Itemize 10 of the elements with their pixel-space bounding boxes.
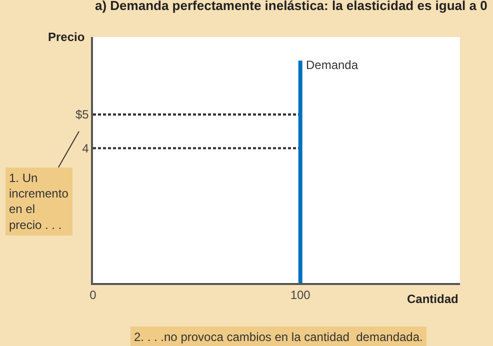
series-label: Demanda — [306, 58, 358, 72]
x-tick-label: 100 — [290, 288, 311, 302]
x-axis-title: Cantidad — [407, 292, 458, 306]
y-tick-label: 4 — [82, 141, 90, 156]
x-tick-label: 0 — [90, 288, 97, 302]
chart-title: a) Demanda perfectamente inelástica: la elasticidad es igual a 0 — [95, 0, 488, 13]
text: 1. Un incremento en el precio . . . — [9, 171, 69, 232]
text: 2. . . .no provoca cambios en la cantidad demandada. — [134, 330, 423, 344]
y-tick-label: $5 — [75, 108, 90, 122]
y-axis-title: Precio — [48, 30, 85, 44]
